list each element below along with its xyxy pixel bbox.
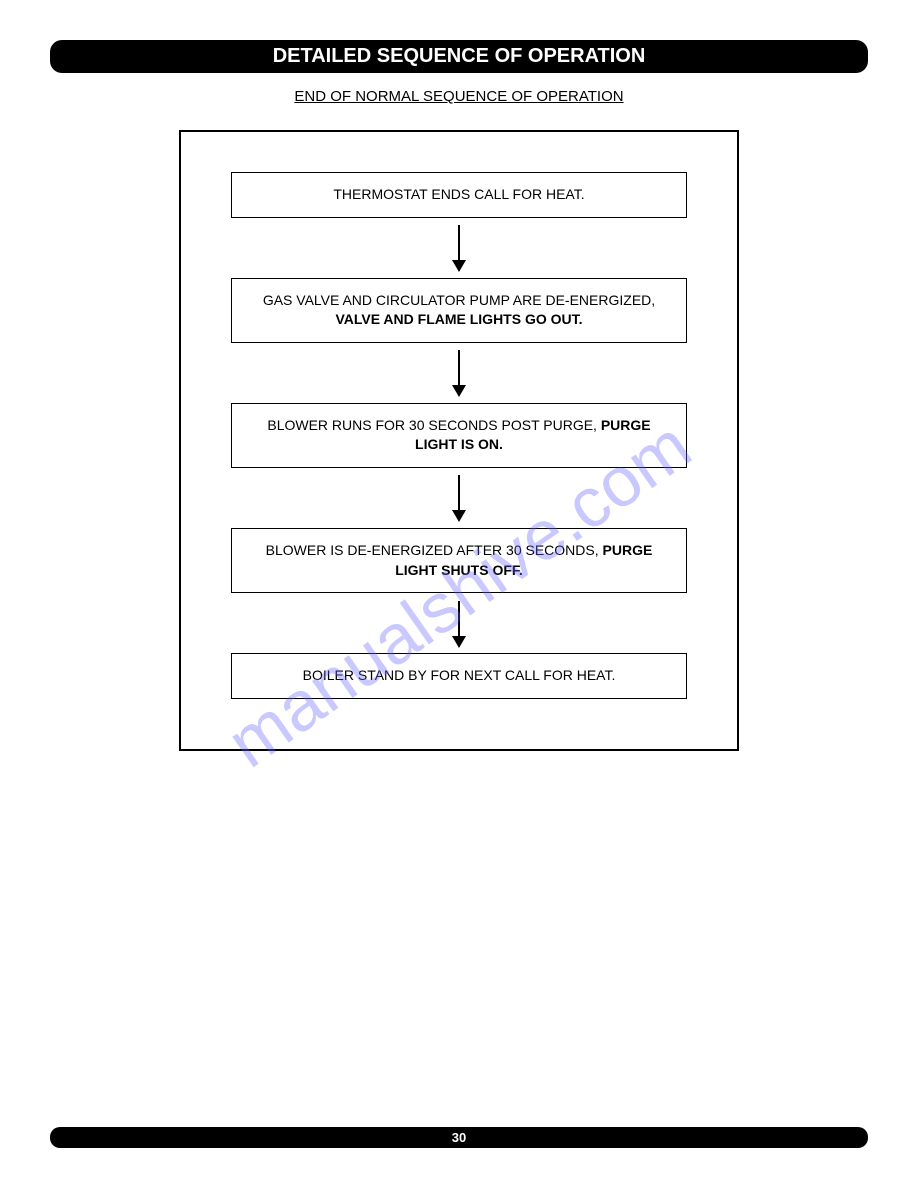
subtitle: END OF NORMAL SEQUENCE OF OPERATION [50,88,868,105]
arrow-1 [231,218,687,278]
node-5-text: BOILER STAND BY FOR NEXT CALL FOR HEAT. [303,667,616,683]
flow-node-4: BLOWER IS DE-ENERGIZED AFTER 30 SECONDS,… [231,528,687,593]
footer-bar: 30 [50,1127,868,1148]
node-2-text: GAS VALVE AND CIRCULATOR PUMP ARE DE-ENE… [263,292,655,308]
node-1-text: THERMOSTAT ENDS CALL FOR HEAT. [333,186,584,202]
flow-node-5: BOILER STAND BY FOR NEXT CALL FOR HEAT. [231,653,687,699]
header-bar: DETAILED SEQUENCE OF OPERATION [50,40,868,73]
arrow-down-icon [458,225,460,270]
arrow-down-icon [458,350,460,395]
node-2-bold: VALVE AND FLAME LIGHTS GO OUT. [335,311,582,327]
arrow-down-icon [458,475,460,520]
arrow-4 [231,593,687,653]
header-title: DETAILED SEQUENCE OF OPERATION [273,45,646,67]
arrow-3 [231,468,687,528]
arrow-2 [231,343,687,403]
arrow-down-icon [458,601,460,646]
flowchart-container: THERMOSTAT ENDS CALL FOR HEAT. GAS VALVE… [179,130,739,751]
node-3-text: BLOWER RUNS FOR 30 SECONDS POST PURGE, [267,417,600,433]
page-number: 30 [452,1130,466,1145]
flow-node-3: BLOWER RUNS FOR 30 SECONDS POST PURGE, P… [231,403,687,468]
flow-node-1: THERMOSTAT ENDS CALL FOR HEAT. [231,172,687,218]
flow-node-2: GAS VALVE AND CIRCULATOR PUMP ARE DE-ENE… [231,278,687,343]
node-4-text: BLOWER IS DE-ENERGIZED AFTER 30 SECONDS, [266,542,603,558]
